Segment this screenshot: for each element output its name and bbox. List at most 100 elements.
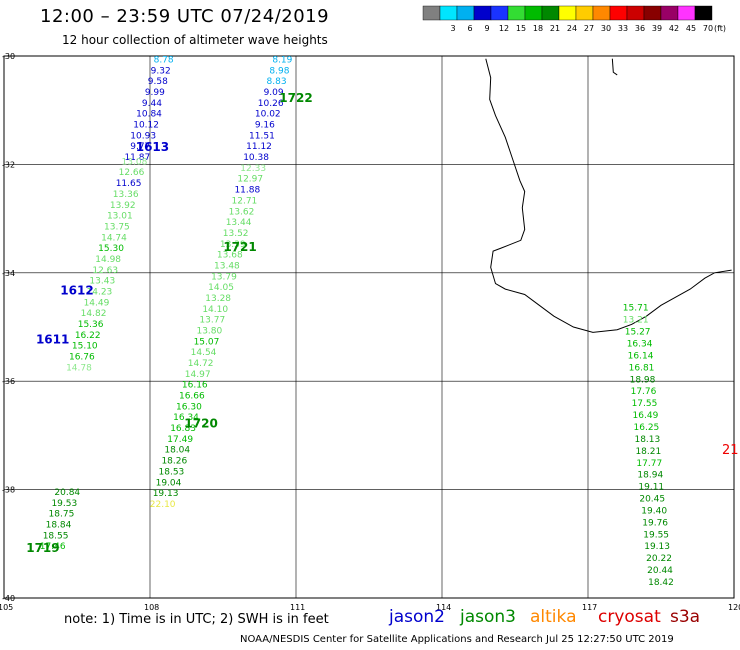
wave-height-label: 14.23 xyxy=(87,287,113,297)
wave-height-label: 13.77 xyxy=(199,316,225,326)
wave-height-label: 16.81 xyxy=(629,363,655,373)
satellite-cryosat: cryosat xyxy=(598,607,661,627)
wave-height-label: 15.10 xyxy=(72,342,98,352)
wave-height-label: 18.04 xyxy=(164,446,190,456)
map-title: 12:00 – 23:59 UTC 07/24/2019 xyxy=(40,6,330,27)
legend-label: 21 xyxy=(550,24,560,33)
wave-height-label: 16.22 xyxy=(75,331,101,341)
wave-height-label: 15.30 xyxy=(98,244,124,254)
wave-height-label: 8.83 xyxy=(267,77,287,87)
wave-height-label: 14.54 xyxy=(191,348,217,358)
legend-swatch xyxy=(694,5,713,21)
legend-label: 6 xyxy=(467,24,472,33)
wave-height-label: 19.55 xyxy=(643,530,669,540)
wave-height-label: 10.93 xyxy=(130,131,156,141)
wave-height-label: 10.12 xyxy=(133,121,159,131)
legend-swatch xyxy=(473,5,492,21)
wave-height-label: 13.80 xyxy=(196,327,222,337)
wave-height-label: 11.87 xyxy=(124,153,150,163)
legend-swatch xyxy=(677,5,696,21)
legend-unit: (ft) xyxy=(714,24,726,33)
wave-height-label: 14.74 xyxy=(101,233,127,243)
map-subtitle: 12 hour collection of altimeter wave hei… xyxy=(62,33,328,47)
wave-height-label: 16.34 xyxy=(627,340,653,350)
lat-tick-label: -40 xyxy=(2,594,15,603)
wave-height-label: 19.76 xyxy=(642,518,668,528)
wave-height-label: 11.65 xyxy=(116,179,142,189)
legend-swatch xyxy=(490,5,509,21)
wave-height-label: 17.46 xyxy=(40,542,66,552)
wave-height-label: 18.94 xyxy=(637,471,663,481)
wave-height-label: 14.78 xyxy=(66,363,92,373)
wave-height-label: 13.44 xyxy=(226,218,252,228)
wave-height-label: 20.44 xyxy=(647,566,673,576)
legend-label: 24 xyxy=(567,24,577,33)
satellite-jason2: jason2 xyxy=(389,607,445,627)
wave-height-label: 20.22 xyxy=(646,554,672,564)
legend-swatch xyxy=(626,5,645,21)
wave-height-label: 16.83 xyxy=(170,424,196,434)
legend-swatch xyxy=(592,5,611,21)
wave-height-label: 18.53 xyxy=(159,467,185,477)
track-id-label: 1720 xyxy=(184,416,217,430)
wave-height-label: 12.33 xyxy=(240,164,266,174)
wave-height-label: 13.52 xyxy=(223,229,249,239)
wave-height-label: 9.99 xyxy=(145,88,165,98)
footer-credit: NOAA/NESDIS Center for Satellite Applica… xyxy=(240,634,674,645)
wave-height-label: 13.75 xyxy=(104,222,130,232)
wave-height-label: 12.66 xyxy=(119,168,145,178)
lon-tick-label: 108 xyxy=(144,603,159,612)
wave-height-label: 13.01 xyxy=(107,212,133,222)
wave-height-label: 13.08 xyxy=(122,157,148,167)
lon-tick-label: 117 xyxy=(582,603,597,612)
wave-height-label: 13.43 xyxy=(89,277,115,287)
wave-height-label: 19.13 xyxy=(644,542,670,552)
legend-label: 15 xyxy=(516,24,526,33)
wave-height-label: 18.98 xyxy=(630,375,656,385)
wave-height-label: 13.68 xyxy=(217,251,243,261)
legend-label: 70 xyxy=(703,24,713,33)
footer-note: note: 1) Time is in UTC; 2) SWH is in fe… xyxy=(64,612,329,627)
wave-height-label: 13.79 xyxy=(211,272,237,282)
coastline xyxy=(485,58,732,333)
lat-tick-label: -30 xyxy=(2,52,15,61)
legend-swatch xyxy=(643,5,662,21)
wave-height-label: 17.55 xyxy=(632,399,658,409)
wave-height-label: 10.38 xyxy=(243,153,269,163)
wave-height-label: 18.13 xyxy=(634,435,660,445)
wave-height-label: 19.53 xyxy=(51,499,77,509)
wave-height-label: 9.32 xyxy=(151,66,171,76)
legend-swatch xyxy=(456,5,475,21)
legend-label: 42 xyxy=(669,24,679,33)
wave-height-label: 19.13 xyxy=(153,489,179,499)
lon-tick-label: 120 xyxy=(728,603,740,612)
wave-height-label: 9.77 xyxy=(130,142,150,152)
wave-height-label: 16.66 xyxy=(179,392,205,402)
wave-height-label: 8.19 xyxy=(272,56,292,66)
satellite-jason3: jason3 xyxy=(460,607,516,627)
legend-label: 33 xyxy=(618,24,628,33)
wave-height-label: 14.10 xyxy=(202,305,228,315)
track-id-label: 1722 xyxy=(279,91,312,105)
wave-height-label: 14.98 xyxy=(95,255,121,265)
track-id-label: 1613 xyxy=(136,140,169,154)
wave-height-label: 13.48 xyxy=(214,261,240,271)
wave-height-label: 11.88 xyxy=(234,186,260,196)
track-id-label: 1721 xyxy=(223,240,256,254)
legend-swatch xyxy=(524,5,543,21)
wave-height-label: 15.07 xyxy=(194,337,220,347)
legend-label: 39 xyxy=(652,24,662,33)
wave-height-label: 18.21 xyxy=(635,447,661,457)
wave-height-label: 19.40 xyxy=(641,506,667,516)
wave-height-label: 13.39 xyxy=(220,240,246,250)
wave-height-label: 18.42 xyxy=(648,578,674,588)
wave-height-label: 14.05 xyxy=(208,283,234,293)
legend-swatch xyxy=(439,5,458,21)
legend-label: 3 xyxy=(450,24,455,33)
satellite-s3a: s3a xyxy=(670,607,701,627)
legend-label: 9 xyxy=(484,24,489,33)
wave-height-label: 20.84 xyxy=(54,488,80,498)
edge-value-label: 21 xyxy=(722,443,739,458)
wave-height-label: 14.82 xyxy=(81,309,107,319)
